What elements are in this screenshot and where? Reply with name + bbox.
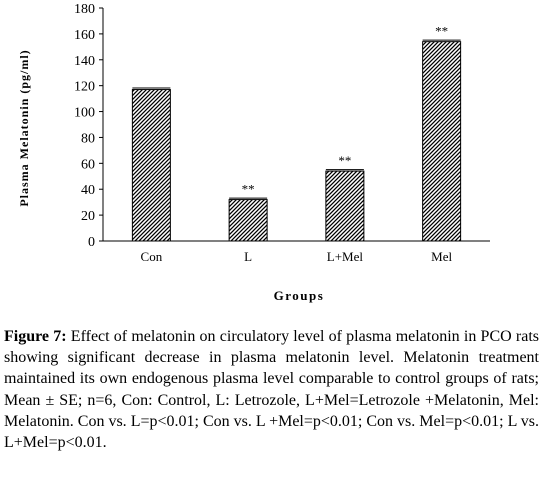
figure-caption: Figure 7: Effect of melatonin on circula… bbox=[4, 326, 539, 453]
significance-label: ** bbox=[338, 153, 351, 168]
x-tick-label: L+Mel bbox=[327, 249, 364, 264]
significance-label: ** bbox=[242, 182, 255, 197]
caption-label: Figure 7: bbox=[4, 328, 67, 345]
y-tick-label: 180 bbox=[74, 2, 95, 17]
bar-con bbox=[131, 89, 171, 242]
y-tick-label: 100 bbox=[74, 106, 95, 121]
y-tick-label: 40 bbox=[81, 183, 95, 198]
y-tick-label: 160 bbox=[74, 28, 95, 43]
bar-mel bbox=[422, 41, 462, 242]
x-tick-label: Mel bbox=[431, 249, 452, 264]
y-tick-label: 20 bbox=[81, 209, 95, 224]
bar-l bbox=[228, 199, 268, 242]
y-tick-label: 80 bbox=[81, 131, 95, 146]
x-axis-label: Groups bbox=[274, 288, 325, 303]
significance-label: ** bbox=[435, 24, 448, 39]
y-axis-label: Plasma Melatonin (pg/ml) bbox=[17, 49, 31, 206]
x-tick-label: L bbox=[244, 249, 252, 264]
y-tick-label: 0 bbox=[88, 235, 95, 250]
y-tick-label: 60 bbox=[81, 157, 95, 172]
y-tick-label: 140 bbox=[74, 54, 95, 69]
x-tick-label: Con bbox=[141, 249, 163, 264]
caption-text: Effect of melatonin on circulatory level… bbox=[4, 328, 539, 452]
y-tick-label: 120 bbox=[74, 80, 95, 95]
axes: 0 20 40 60 80 100 120 140 160 180 Con L L+Mel Mel bbox=[74, 2, 490, 264]
bars: ** ** ** bbox=[131, 24, 462, 242]
bar-l-mel bbox=[325, 170, 365, 242]
